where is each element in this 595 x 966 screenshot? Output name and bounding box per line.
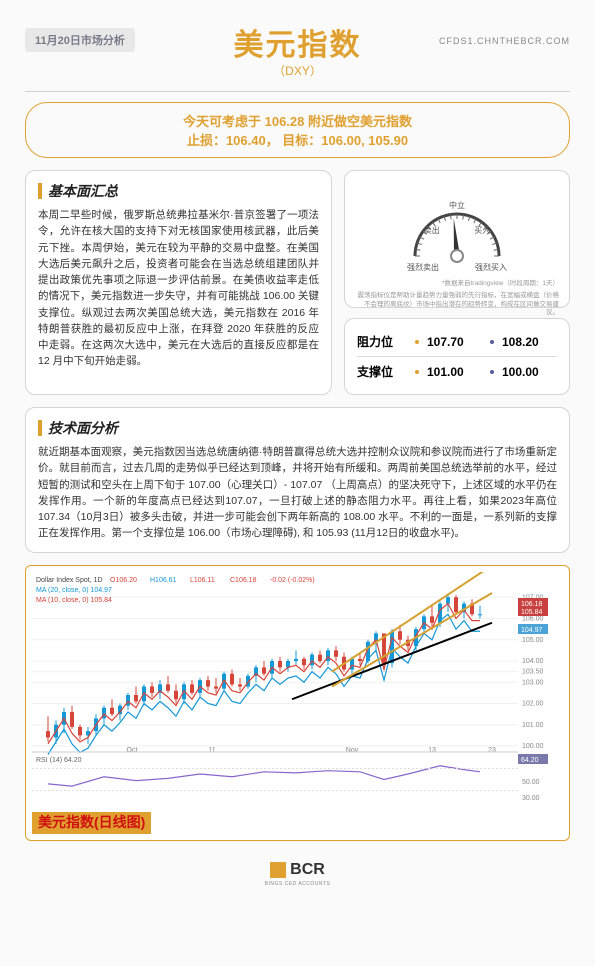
gauge-note-1: *数据来自tradingview（时段周期：1天） (355, 280, 559, 288)
resistance-label: 阻力位 (357, 333, 407, 350)
technical-title: 技术面分析 (48, 418, 118, 438)
resistance-row: 阻力位 107.70 108.20 (357, 329, 557, 354)
svg-text:Nov: Nov (346, 747, 359, 754)
reco-line-1: 今天可考虑于 106.28 附近做空美元指数 (41, 111, 554, 130)
accent-bar-icon (38, 183, 42, 199)
dot-icon (415, 370, 419, 374)
dot-icon (415, 340, 419, 344)
svg-text:30.00: 30.00 (522, 795, 540, 802)
svg-text:23: 23 (488, 747, 496, 754)
support-v2: 100.00 (502, 365, 557, 379)
brand-text: BCR (290, 861, 325, 879)
chart-caption: 美元指数(日线图) (32, 810, 151, 834)
svg-text:Oct: Oct (127, 747, 138, 754)
svg-text:11: 11 (208, 747, 215, 754)
support-v1: 101.00 (427, 365, 482, 379)
svg-text:105.84: 105.84 (521, 609, 543, 616)
svg-text:13: 13 (428, 747, 436, 754)
svg-text:104.00: 104.00 (522, 658, 544, 665)
svg-text:O106.20: O106.20 (110, 577, 137, 584)
gauge-icon: 强烈卖出 卖出 中立买入强烈买入 (372, 181, 542, 271)
gauge-note-2: 震荡指标仪是帮助计量趋势力量强弱的先行指标，在宽幅或横盘（价格不会理的离底纹）市… (355, 292, 559, 317)
logo-square-icon (270, 862, 286, 878)
fundamental-body: 本周二早些时候，俄罗斯总统弗拉基米尔·普京签署了一项法令，允许在核大国的支持下对… (38, 207, 319, 370)
svg-text:103.00: 103.00 (522, 679, 544, 686)
svg-text:100.00: 100.00 (522, 743, 544, 750)
svg-text:MA (10, close, 0) 105.84: MA (10, close, 0) 105.84 (36, 597, 112, 604)
svg-text:50.00: 50.00 (522, 779, 540, 786)
svg-text:Dollar Index Spot, 1D: Dollar Index Spot, 1D (36, 577, 103, 584)
reco-line-2: 止损：106.40， 目标：106.00, 105.90 (41, 130, 554, 149)
svg-text:强烈买入: 强烈买入 (475, 263, 507, 271)
footer-logo: BCR (270, 861, 325, 879)
dot-icon (490, 340, 494, 344)
gauge-panel: 强烈卖出 卖出 中立买入强烈买入 *数据来自tradingview（时段周期：1天）… (344, 170, 570, 308)
svg-text:103.50: 103.50 (522, 668, 544, 675)
svg-text:64.20: 64.20 (521, 757, 539, 764)
accent-bar-icon (38, 420, 42, 436)
section-title: 技术面分析 (38, 418, 557, 438)
svg-text:MA (20, close, 0) 104.97: MA (20, close, 0) 104.97 (36, 587, 112, 594)
recommendation-box: 今天可考虑于 106.28 附近做空美元指数 止损：106.40， 目标：106… (25, 102, 570, 158)
footer: BCR BINGS CED ACCOUNTS (0, 861, 595, 887)
svg-text:RSI (14) 64.20: RSI (14) 64.20 (36, 757, 82, 764)
support-row: 支撑位 101.00 100.00 (357, 359, 557, 384)
svg-text:104.97: 104.97 (521, 627, 543, 634)
fundamental-panel: 基本面汇总 本周二早些时候，俄罗斯总统弗拉基米尔·普京签署了一项法令，允许在核大… (25, 170, 332, 395)
svg-text:强烈卖出: 强烈卖出 (407, 262, 439, 271)
fundamental-title: 基本面汇总 (48, 181, 118, 201)
svg-text:106.00: 106.00 (522, 615, 544, 622)
support-label: 支撑位 (357, 363, 407, 380)
chart-panel: 107.00106.00105.00104.00103.50103.00102.… (25, 565, 570, 841)
chart-area: 107.00106.00105.00104.00103.50103.00102.… (32, 572, 563, 812)
page-subtitle: （DXY） (25, 62, 570, 79)
svg-text:105.00: 105.00 (522, 636, 544, 643)
svg-text:101.00: 101.00 (522, 721, 544, 728)
svg-text:C106.18: C106.18 (230, 577, 257, 584)
svg-text:H106.61: H106.61 (150, 577, 177, 584)
technical-panel: 技术面分析 就近期基本面观察，美元指数因当选总统唐纳德·特朗普赢得总统大选并控制… (25, 407, 570, 553)
svg-text:买入: 买入 (474, 226, 490, 235)
resistance-v2: 108.20 (502, 335, 557, 349)
svg-text:-0.02 (-0.02%): -0.02 (-0.02%) (270, 577, 315, 584)
svg-text:L106.11: L106.11 (190, 577, 215, 584)
divider (25, 91, 570, 92)
svg-text:中立: 中立 (449, 200, 465, 210)
technical-body: 就近期基本面观察，美元指数因当选总统唐纳德·特朗普赢得总统大选并控制众议院和参议… (38, 444, 557, 542)
price-chart: 107.00106.00105.00104.00103.50103.00102.… (32, 572, 563, 812)
two-column-row: 基本面汇总 本周二早些时候，俄罗斯总统弗拉基米尔·普京签署了一项法令，允许在核大… (25, 170, 570, 395)
date-label: 11月20日市场分析 (25, 28, 135, 52)
svg-text:102.00: 102.00 (522, 700, 544, 707)
section-title: 基本面汇总 (38, 181, 319, 201)
resistance-v1: 107.70 (427, 335, 482, 349)
header: 11月20日市场分析 美元指数 （DXY） CFDS1.CHNTHEBCR.CO… (0, 0, 595, 89)
dot-icon (490, 370, 494, 374)
svg-text:卖出: 卖出 (424, 225, 440, 235)
source-url: CFDS1.CHNTHEBCR.COM (439, 36, 570, 46)
footer-sub: BINGS CED ACCOUNTS (0, 881, 595, 887)
levels-panel: 阻力位 107.70 108.20 支撑位 101.00 100.00 (344, 318, 570, 395)
right-column: 强烈卖出 卖出 中立买入强烈买入 *数据来自tradingview（时段周期：1天）… (344, 170, 570, 395)
divider (357, 356, 557, 357)
